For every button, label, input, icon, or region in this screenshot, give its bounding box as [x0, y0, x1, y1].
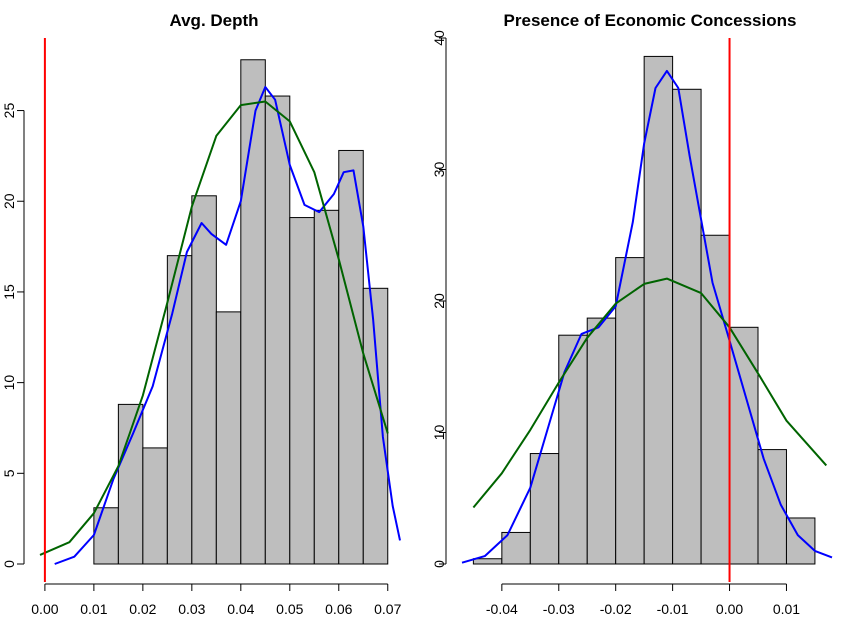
y-tick-label: 0	[1, 560, 17, 568]
density-curve-darkgreen	[472, 277, 828, 509]
panel-economic-concessions: Presence of Economic Concessions -0.04 -0.…	[431, 11, 833, 617]
histogram-bar	[93, 507, 119, 565]
x-tick-label: 0.05	[276, 601, 303, 617]
y-tick-label: 30	[431, 162, 447, 178]
histogram-bar	[785, 517, 816, 565]
panel-avg-depth: Avg. Depth 0.00 0.01 0.02 0.03 0.04 0.05 0.06 0.…	[1, 11, 402, 617]
histogram-bar	[338, 149, 364, 565]
histogram-bar	[240, 59, 266, 565]
x-tick-label: -0.04	[486, 601, 518, 617]
density-curve-blue	[461, 69, 833, 564]
histogram-bar	[166, 255, 193, 565]
y-tick-label: 5	[1, 469, 17, 477]
histogram-bar	[264, 95, 291, 565]
histogram-bar	[501, 531, 531, 565]
x-tick-label: 0.04	[227, 601, 254, 617]
x-tick-label: 0.00	[31, 601, 58, 617]
x-tick-label: 0.01	[773, 601, 800, 617]
y-tick-label: 10	[1, 375, 17, 391]
histogram-bar	[558, 334, 588, 565]
y-tick-label: 40	[431, 30, 447, 46]
x-tick-label: 0.01	[80, 601, 107, 617]
y-tick-label: 20	[1, 193, 17, 209]
histogram-bar	[672, 88, 702, 565]
x-tick-label: -0.03	[543, 601, 575, 617]
density-curve-blue	[54, 86, 401, 565]
y-tick-label: 20	[431, 293, 447, 309]
chart-title: Avg. Depth	[169, 11, 258, 30]
x-tick-label: 0.02	[129, 601, 156, 617]
histogram-bar	[313, 209, 340, 565]
x-tick-label: 0.07	[374, 601, 401, 617]
x-tick-label: -0.02	[600, 601, 632, 617]
histogram-bar	[289, 217, 315, 565]
histogram-bar	[700, 234, 731, 565]
histogram-bar	[191, 195, 217, 565]
density-curve-darkgreen	[39, 100, 389, 556]
y-tick-label: 0	[431, 560, 447, 568]
histogram-bar	[472, 558, 503, 565]
histogram-bar	[586, 317, 617, 565]
y-tick-label: 25	[1, 103, 17, 119]
histogram-bar	[615, 257, 645, 565]
histogram-bar	[362, 287, 389, 565]
histogram-bar	[643, 55, 674, 565]
y-tick-label: 15	[1, 284, 17, 300]
histogram-bar	[729, 326, 759, 565]
histogram-bar	[215, 311, 242, 565]
y-tick-label: 10	[431, 425, 447, 441]
x-tick-label: 0.06	[325, 601, 352, 617]
x-tick-label: 0.03	[178, 601, 205, 617]
x-tick-label: 0.00	[716, 601, 743, 617]
histogram-bar	[142, 447, 168, 565]
x-tick-label: -0.01	[657, 601, 689, 617]
chart-title: Presence of Economic Concessions	[504, 11, 797, 30]
